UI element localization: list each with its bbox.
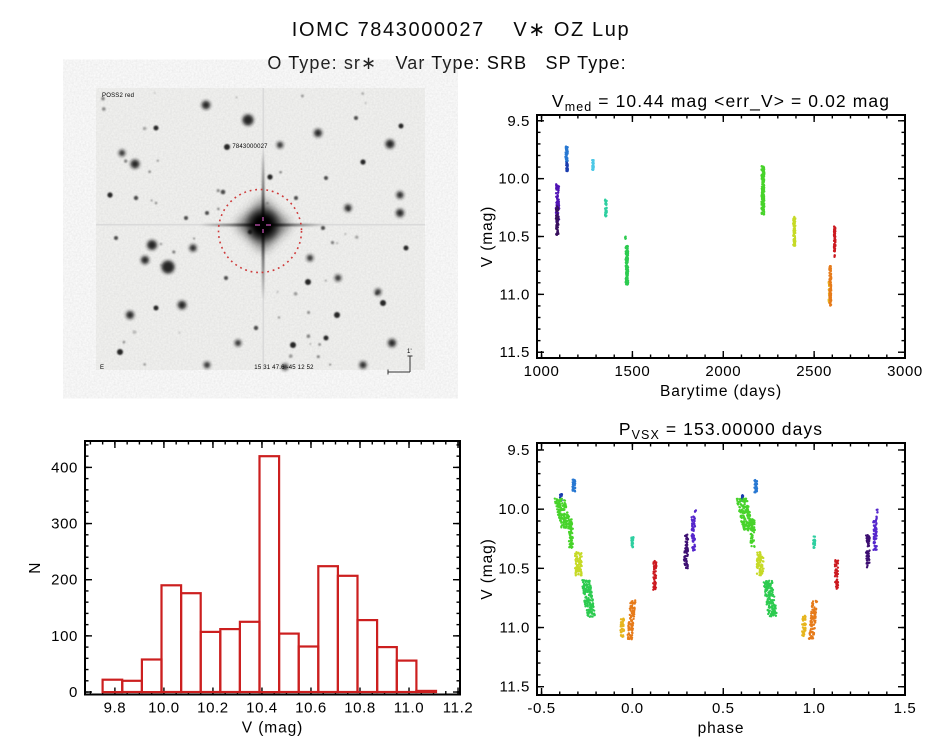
svg-text:2000: 2000	[705, 363, 741, 380]
scale-bar	[387, 355, 413, 375]
svg-text:phase: phase	[698, 720, 745, 737]
svg-text:1.0: 1.0	[803, 700, 826, 717]
scale-label: 1'	[407, 349, 412, 355]
svg-text:11.5: 11.5	[500, 679, 530, 696]
svg-text:PVSX = 153.00000 days: PVSX = 153.00000 days	[619, 419, 823, 442]
aperture-circle	[217, 188, 303, 274]
svg-text:11.0: 11.0	[394, 700, 424, 717]
svg-text:10.0: 10.0	[498, 171, 530, 188]
svg-text:0.5: 0.5	[712, 700, 735, 717]
svg-text:V (mag): V (mag)	[479, 538, 496, 599]
svg-text:11.5: 11.5	[500, 344, 530, 361]
svg-text:9.8: 9.8	[104, 700, 127, 717]
svg-text:Vmed = 10.44 mag <err_V> =: Vmed = 10.44 mag <err_V> = 0.02 mag	[552, 91, 890, 114]
svg-text:3000: 3000	[887, 363, 923, 380]
svg-text:11.0: 11.0	[500, 286, 530, 303]
svg-text:10.4: 10.4	[246, 700, 278, 717]
svg-text:9.5: 9.5	[507, 113, 530, 130]
svg-text:10.5: 10.5	[498, 229, 530, 246]
svg-text:11.2: 11.2	[443, 700, 473, 717]
plot-frame	[84, 440, 461, 696]
field-stars	[101, 91, 409, 371]
svg-text:N: N	[27, 562, 44, 574]
phase-folded-plot: -0.5 0.0 0.5 1.0 1.5 9.5 10.0 10.5 11.0 11.5 phase…	[479, 419, 917, 737]
svg-text:200: 200	[51, 572, 78, 589]
svg-text:1000: 1000	[524, 363, 560, 380]
page-subtitle: O Type: sr∗ Var Type: SRB SP Type:	[267, 53, 627, 73]
svg-text:10.2: 10.2	[197, 700, 229, 717]
target-crosshair	[255, 217, 271, 233]
svg-text:10.8: 10.8	[344, 700, 376, 717]
magnitude-histogram-plot: 9.8 10.0 10.2 10.4 10.6 10.8 11.0 11.2 0 100 200 30…	[27, 440, 473, 737]
survey-label: POSS2 red	[102, 93, 134, 99]
svg-text:10.0: 10.0	[498, 501, 530, 518]
svg-text:11.0: 11.0	[500, 620, 530, 637]
svg-text:Barytime (days): Barytime (days)	[660, 383, 782, 400]
svg-text:10.0: 10.0	[148, 700, 180, 717]
barytime-lightcurve-plot: 1000 1500 2000 2500 3000 9.5 10.0 10.5 11.0 11.5 B…	[479, 91, 923, 400]
svg-text:10.6: 10.6	[295, 700, 327, 717]
svg-text:-0.5: -0.5	[527, 700, 555, 717]
corner-label: E	[100, 365, 104, 371]
svg-text:9.5: 9.5	[507, 442, 530, 459]
data-points	[553, 478, 879, 641]
svg-text:0: 0	[69, 684, 78, 701]
coordinates-label: 15 31 47.6 -45 12 52	[254, 365, 314, 371]
svg-text:0.0: 0.0	[621, 700, 644, 717]
svg-text:V (mag): V (mag)	[242, 720, 303, 737]
finder-chart-image: POSS2 red 7843000027 15 31 47.6 -45 12 52 E…	[96, 88, 425, 375]
target-id-label: 7843000027	[232, 144, 268, 150]
svg-text:300: 300	[51, 516, 78, 533]
data-points	[554, 145, 837, 307]
svg-text:400: 400	[51, 459, 78, 476]
page-title: IOMC 7843000027 V∗ OZ Lup	[291, 19, 631, 41]
target-star	[200, 150, 326, 300]
svg-text:100: 100	[51, 628, 78, 645]
svg-text:V (mag): V (mag)	[479, 206, 496, 267]
svg-text:1500: 1500	[615, 363, 651, 380]
svg-text:1.5: 1.5	[894, 700, 917, 717]
svg-text:10.5: 10.5	[498, 560, 530, 577]
svg-text:2500: 2500	[796, 363, 832, 380]
plot-frame	[536, 114, 906, 359]
histogram-bars	[101, 455, 438, 694]
plot-frame	[536, 442, 906, 696]
